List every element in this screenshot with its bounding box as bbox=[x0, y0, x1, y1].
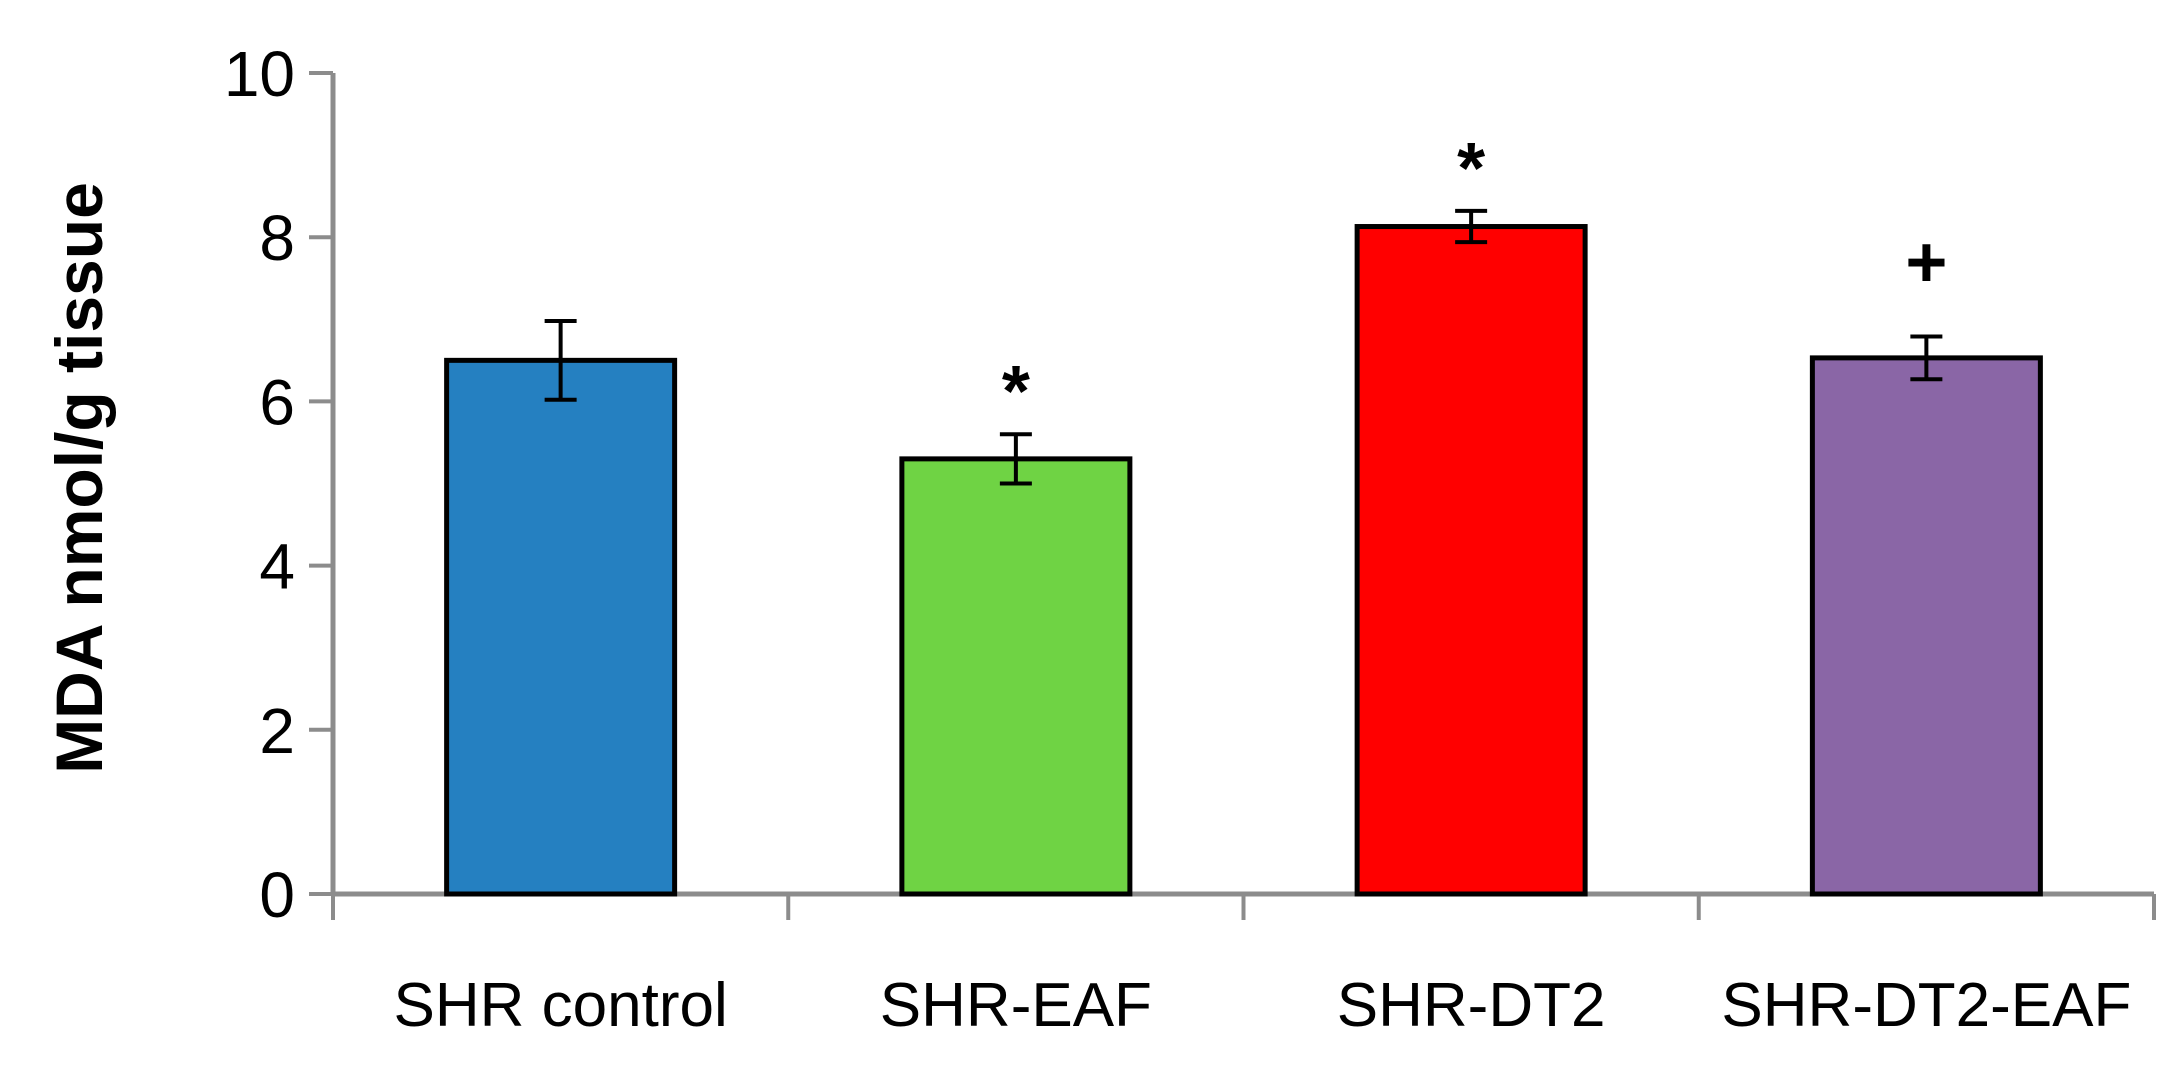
y-tick-labels: 0 2 4 6 8 10 bbox=[224, 38, 295, 931]
y-tick-label: 6 bbox=[259, 366, 295, 438]
y-tick-label: 8 bbox=[259, 202, 295, 274]
y-axis-label: MDA nmol/g tissue bbox=[42, 182, 116, 774]
significance-marker: * bbox=[1457, 129, 1485, 209]
y-tick-label: 4 bbox=[259, 531, 295, 603]
x-category-labels: SHR control SHR-EAF SHR-DT2 SHR-DT2-EAF bbox=[394, 971, 2132, 1040]
x-category-label: SHR-EAF bbox=[880, 971, 1152, 1040]
bar bbox=[899, 456, 1133, 897]
bar bbox=[1809, 355, 2043, 897]
bars-group bbox=[444, 224, 2043, 897]
x-category-label: SHR-DT2-EAF bbox=[1721, 971, 2131, 1040]
significance-marker: + bbox=[1905, 223, 1947, 303]
x-category-label: SHR control bbox=[394, 971, 728, 1040]
bar bbox=[1354, 224, 1588, 897]
y-tick-label: 2 bbox=[259, 695, 295, 767]
y-tick-label: 10 bbox=[224, 38, 295, 110]
y-tick-label: 0 bbox=[259, 859, 295, 931]
x-category-label: SHR-DT2 bbox=[1337, 971, 1606, 1040]
bar bbox=[444, 357, 678, 897]
significance-annotations: * * + bbox=[1002, 129, 1948, 432]
error-bars-group bbox=[544, 208, 1943, 486]
significance-marker: * bbox=[1002, 352, 1030, 432]
